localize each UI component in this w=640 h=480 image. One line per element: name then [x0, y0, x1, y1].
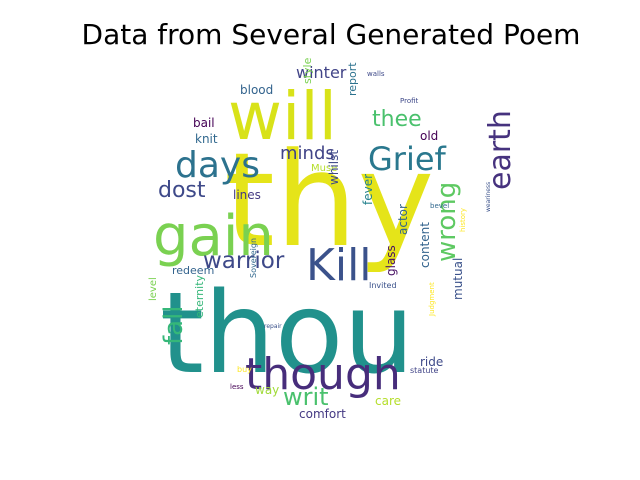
word-will: will — [228, 78, 337, 155]
word-kill: Kill — [306, 240, 372, 291]
word-grief: Grief — [368, 140, 447, 178]
word-redeem: redeem — [172, 264, 214, 277]
word-knit: knit — [195, 132, 218, 146]
word-thou: thou — [160, 269, 414, 399]
word-gain: gain — [153, 204, 274, 269]
word-walls: walls — [367, 70, 385, 78]
word-whilst: whilst — [327, 150, 341, 185]
word-care: care — [375, 394, 401, 408]
word-writ: writ — [283, 383, 329, 411]
word-invited: Invited — [369, 281, 397, 290]
word-thee: thee — [372, 107, 422, 132]
word-mutual: mutual — [451, 258, 465, 300]
word-thy: thy — [224, 124, 434, 276]
word-weariness: weariness — [485, 182, 492, 212]
word-style: style — [301, 57, 314, 84]
word-though: though — [245, 349, 401, 400]
word-level: level — [148, 277, 159, 301]
word-actor: actor — [396, 204, 410, 235]
word-fever: fever — [361, 174, 375, 205]
word-dost: dost — [158, 178, 206, 203]
word-days: days — [175, 145, 260, 186]
word-winter: winter — [296, 63, 347, 82]
word-old: old — [420, 129, 438, 143]
word-less: less — [230, 383, 244, 391]
word-wrong: wrong — [432, 182, 462, 262]
word-minds: minds — [280, 143, 335, 164]
chart-title: Data from Several Generated Poem — [81, 18, 581, 51]
word-buy: buy — [237, 365, 252, 374]
word-earth: earth — [483, 110, 518, 190]
word-repair: repair — [264, 323, 282, 330]
word-glass: glass — [384, 245, 398, 276]
word-warrior: warrior — [203, 248, 285, 274]
word-judgment: Judgment — [428, 282, 436, 317]
word-comfort: comfort — [299, 407, 346, 421]
word-report: report — [346, 62, 359, 96]
word-history: history — [459, 208, 467, 232]
word-profit: Profit — [400, 97, 419, 105]
word-eternity: eternity — [193, 274, 206, 318]
word-statute: statute — [410, 366, 439, 375]
word-content: content — [418, 222, 432, 268]
word-lines: lines — [233, 188, 261, 202]
word-muse: Muse — [311, 163, 337, 174]
word-sovereign: Sovereign — [249, 238, 258, 278]
word-way: way — [255, 383, 279, 397]
word-bail: bail — [193, 116, 215, 130]
word-bevel: bevel — [430, 202, 449, 210]
word-blood: blood — [240, 83, 273, 97]
word-ride: ride — [420, 355, 443, 369]
word-fall: fall — [159, 305, 189, 345]
